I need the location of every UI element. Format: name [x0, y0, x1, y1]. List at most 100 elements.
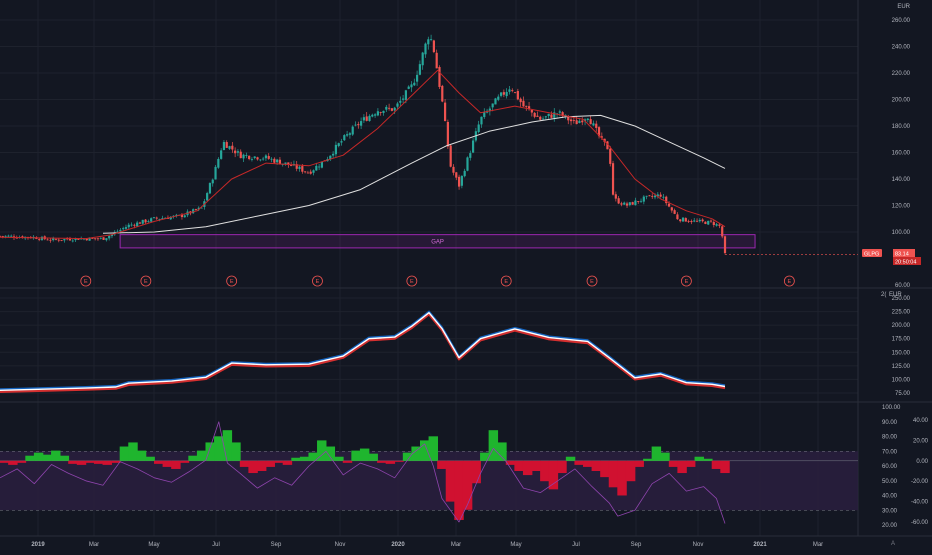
histogram-bar [162, 460, 173, 467]
histogram-bar [677, 460, 687, 474]
price-axis-tick: 260.00 [892, 18, 911, 24]
histogram-bar [196, 450, 207, 461]
histogram-bar [437, 460, 447, 469]
candle-body [74, 238, 77, 241]
histogram-bar [76, 460, 87, 465]
price-axis-tick: 140.00 [892, 177, 911, 183]
histogram-bar [574, 460, 584, 465]
candle-body [354, 124, 357, 126]
time-axis-label: Mar [451, 542, 461, 548]
candle-body [561, 112, 564, 117]
candle-body [704, 221, 707, 224]
earnings-marker-circle [783, 275, 795, 287]
candle-body [690, 221, 693, 223]
earnings-marker-circle [681, 275, 692, 287]
candle-body [625, 203, 629, 206]
rsi-axis-tick: 40.00 [882, 494, 898, 500]
histogram-bar [136, 450, 147, 461]
candle-body [57, 239, 60, 241]
earnings-marker: E [406, 275, 418, 287]
histogram-bar [411, 446, 421, 461]
panel2-axis-tick: 150.00 [892, 350, 911, 356]
candle-body [147, 221, 150, 222]
histogram-bar [385, 460, 396, 464]
main-price-panel[interactable]: GAP E E E E E E E E E [0, 34, 858, 287]
candle-body [393, 107, 396, 111]
histogram-bar [634, 460, 644, 467]
histogram-bar [205, 442, 215, 461]
oscillator-panel[interactable] [0, 421, 858, 524]
candle-body [611, 163, 615, 195]
candle-body [712, 222, 715, 225]
candle-body [348, 133, 352, 135]
candle-body [161, 218, 164, 219]
candle-body [441, 85, 444, 102]
panel2-axis-tick: 200.00 [892, 323, 911, 329]
candle-body [357, 124, 360, 126]
candle-body [262, 158, 265, 160]
histogram-bar [557, 460, 567, 474]
auto-scale-button[interactable]: A [891, 541, 895, 547]
candle-body [684, 218, 687, 222]
second-line-panel[interactable] [0, 310, 726, 393]
histogram-bar [540, 460, 550, 482]
candle-body [194, 209, 198, 211]
histogram-bar [351, 450, 361, 461]
candle-body [443, 102, 447, 122]
candle-body [648, 195, 651, 197]
earnings-marker-circle [586, 275, 598, 287]
candle-body [530, 109, 533, 113]
candle-body [298, 166, 301, 169]
candle-body [673, 210, 676, 214]
histogram-bar [625, 460, 636, 482]
candle-body [99, 237, 102, 239]
panel2-line-red [0, 313, 726, 393]
candle-body [449, 145, 452, 167]
candle-body [499, 92, 503, 96]
histogram-bar [274, 460, 284, 463]
earnings-marker: E [140, 275, 152, 287]
candle-body [360, 121, 363, 126]
price-axis-tick: 60.00 [895, 283, 911, 289]
candle-body [180, 214, 184, 218]
panel2-corner-label: 2( [881, 292, 886, 298]
candle-body [623, 202, 626, 205]
histogram-bar [583, 460, 593, 467]
candle-body [368, 115, 371, 122]
rsi-axis-tick: 50.00 [882, 479, 898, 485]
last-price-text: 83.14 [895, 252, 909, 258]
candle-body [175, 214, 178, 216]
earnings-marker-text: E [410, 279, 414, 285]
candle-body [681, 217, 685, 222]
candle-body [522, 100, 525, 107]
histogram-bar [291, 457, 301, 461]
panel2-axis-tick: 75.00 [895, 391, 911, 397]
candle-body [715, 224, 718, 226]
candle-body [603, 138, 606, 143]
candle-body [471, 140, 475, 153]
price-axis-tick: 220.00 [892, 71, 911, 77]
candle-body [206, 193, 209, 201]
histogram-bar [325, 446, 336, 461]
candle-body [152, 217, 156, 219]
candle-body [567, 116, 570, 121]
candle-body [116, 231, 119, 233]
histogram-bar [231, 442, 241, 461]
candle-body [390, 108, 393, 111]
candle-body [46, 239, 49, 241]
histogram-bar [497, 442, 507, 461]
panel2-axis-tick: 225.00 [892, 310, 911, 316]
candle-body [318, 166, 321, 168]
candle-body [49, 239, 52, 241]
candle-body [119, 229, 122, 232]
candle-body [332, 153, 335, 156]
candle-body [600, 136, 603, 138]
candle-body [245, 155, 248, 157]
earnings-marker: E [226, 275, 238, 287]
candle-body [421, 52, 424, 66]
histogram-bar [660, 452, 670, 461]
candle-body [387, 107, 391, 109]
candle-body [687, 221, 690, 222]
histogram-bar [685, 460, 696, 467]
